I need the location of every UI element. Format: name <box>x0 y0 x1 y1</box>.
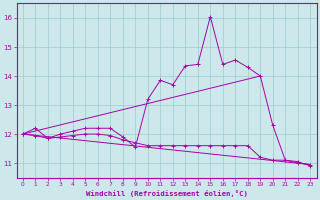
X-axis label: Windchill (Refroidissement éolien,°C): Windchill (Refroidissement éolien,°C) <box>86 190 248 197</box>
